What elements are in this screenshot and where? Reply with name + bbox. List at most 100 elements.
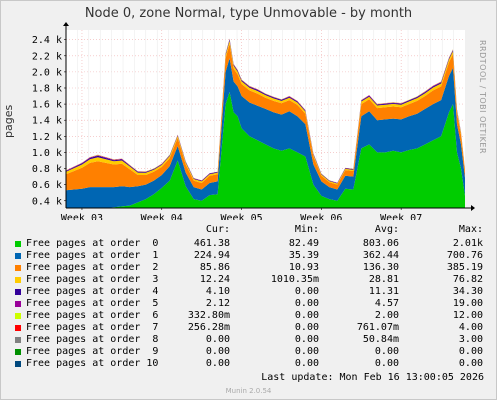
legend-item: Free pages at order 1 224.94 35.39 362.44 70… (0, 250, 497, 262)
x-tick-label: Week 04 (141, 213, 183, 220)
legend-series-name: Free pages at order 0 (26, 238, 159, 249)
y-axis-arrow (63, 22, 69, 26)
legend-min: 0.00 (294, 310, 319, 321)
last-update: Last update: Mon Feb 16 13:00:05 2026 (261, 372, 484, 383)
legend-item: Free pages at order 2 85.86 10.93 136.30 385… (0, 262, 497, 274)
legend-series-name: Free pages at order 10 (26, 358, 159, 369)
x-tick-label: Week 07 (380, 213, 422, 220)
legend-max: 700.76 (446, 250, 483, 261)
y-tick-label: 2.4 k (32, 35, 62, 46)
legend-series-name: Free pages at order 7 (26, 322, 159, 333)
legend-max: 19.00 (452, 298, 483, 309)
legend-cur: 224.94 (193, 250, 230, 261)
legend-cur: 332.80m (187, 310, 230, 321)
legend-max: 385.19 (446, 262, 483, 273)
legend-item: Free pages at order 8 0.00 0.00 50.84m 3.00 (0, 334, 497, 346)
legend-max: 4.00 (458, 322, 483, 333)
legend-series-name: Free pages at order 5 (26, 298, 159, 309)
legend-swatch (15, 265, 21, 271)
legend-avg: 0.00 (374, 346, 399, 357)
y-tick-label: 1.8 k (32, 83, 62, 94)
legend-swatch (15, 301, 21, 307)
legend-cur: 0.00 (205, 334, 230, 345)
legend-max: 2.01k (452, 238, 483, 249)
legend-max: 0.00 (458, 346, 483, 357)
x-tick-label: Week 05 (220, 213, 262, 220)
y-tick-labels: 0.4 k 0.6 k 0.8 k 1.0 k 1.2 k 1.4 k 1.6 k 1.8 k… (32, 35, 66, 207)
y-tick-label: 1.2 k (32, 132, 62, 143)
legend-min: 0.00 (294, 322, 319, 333)
legend-swatch (15, 241, 21, 247)
legend-avg: 803.06 (362, 238, 399, 249)
legend-cur: 4.10 (205, 286, 230, 297)
munin-version: Munin 2.0.54 (225, 387, 272, 395)
legend-avg: 11.31 (368, 286, 399, 297)
axes (63, 22, 475, 211)
legend-avg: 761.07m (356, 322, 399, 333)
legend-cur: 256.28m (187, 322, 230, 333)
legend-header-min: Min: (294, 224, 319, 235)
legend-series-name: Free pages at order 9 (26, 346, 159, 357)
legend-min: 0.00 (294, 346, 319, 357)
legend-avg: 50.84m (362, 334, 399, 345)
legend-series-name: Free pages at order 1 (26, 250, 159, 261)
legend-swatch (15, 289, 21, 295)
legend-swatch (15, 349, 21, 355)
legend-series-name: Free pages at order 3 (26, 274, 159, 285)
legend-item: Free pages at order 0 461.38 82.49 803.06 2.… (0, 238, 497, 250)
legend-min: 0.00 (294, 334, 319, 345)
legend-avg: 28.81 (368, 274, 399, 285)
legend-max: 34.30 (452, 286, 483, 297)
legend-swatch (15, 337, 21, 343)
legend-item: Free pages at order 4 4.10 0.00 11.31 34.30 (0, 286, 497, 298)
legend-item: Free pages at order 6 332.80m 0.00 2.00 12.0… (0, 310, 497, 322)
legend-header-max: Max: (458, 224, 483, 235)
legend-min: 0.00 (294, 298, 319, 309)
legend-item: Free pages at order 5 2.12 0.00 4.57 19.00 (0, 298, 497, 310)
legend-max: 12.00 (452, 310, 483, 321)
legend-item: Free pages at order 10 0.00 0.00 0.00 0.00 (0, 358, 497, 370)
legend-swatch (15, 253, 21, 259)
legend-avg: 4.57 (374, 298, 399, 309)
rrdtool-credit: RRDTOOL / TOBI OETIKER (478, 40, 487, 155)
chart-title: Node 0, zone Normal, type Unmovable - by… (84, 6, 413, 21)
legend-min: 10.93 (288, 262, 319, 273)
legend-max: 3.00 (458, 334, 483, 345)
y-tick-label: 1.0 k (32, 148, 62, 159)
legend-series-name: Free pages at order 6 (26, 310, 159, 321)
y-tick-label: 2.0 k (32, 67, 62, 78)
y-tick-label: 0.8 k (32, 164, 62, 175)
legend-avg: 2.00 (374, 310, 399, 321)
legend-cur: 461.38 (193, 238, 230, 249)
legend-item: Free pages at order 7 256.28m 0.00 761.07m 4… (0, 322, 497, 334)
y-tick-label: 0.6 k (32, 180, 62, 191)
legend-header-cur: Cur: (205, 224, 230, 235)
series-area (66, 43, 465, 191)
legend-cur: 0.00 (205, 358, 230, 369)
legend-min: 35.39 (288, 250, 319, 261)
legend-series-name: Free pages at order 8 (26, 334, 159, 345)
legend-max: 76.82 (452, 274, 483, 285)
legend-max: 0.00 (458, 358, 483, 369)
legend-avg: 362.44 (362, 250, 399, 261)
x-tick-label: Week 06 (300, 213, 342, 220)
legend-item: Free pages at order 3 12.24 1010.35m 28.81 7… (0, 274, 497, 286)
y-tick-label: 0.4 k (32, 196, 62, 207)
legend-min: 0.00 (294, 286, 319, 297)
series-area (66, 92, 465, 208)
legend-header-avg: Avg: (374, 224, 399, 235)
legend-series-name: Free pages at order 4 (26, 286, 159, 297)
legend-avg: 136.30 (362, 262, 399, 273)
legend-min: 82.49 (288, 238, 319, 249)
legend-cur: 12.24 (199, 274, 230, 285)
legend-swatch (15, 361, 21, 367)
legend-series-name: Free pages at order 2 (26, 262, 159, 273)
series-areas (66, 38, 465, 209)
legend-cur: 2.12 (205, 298, 230, 309)
x-axis-arrow (471, 205, 475, 211)
y-tick-label: 2.2 k (32, 51, 62, 62)
legend-item: Free pages at order 9 0.00 0.00 0.00 0.00 (0, 346, 497, 358)
y-tick-label: 1.4 k (32, 116, 62, 127)
legend-min: 1010.35m (270, 274, 319, 285)
legend-min: 0.00 (294, 358, 319, 369)
